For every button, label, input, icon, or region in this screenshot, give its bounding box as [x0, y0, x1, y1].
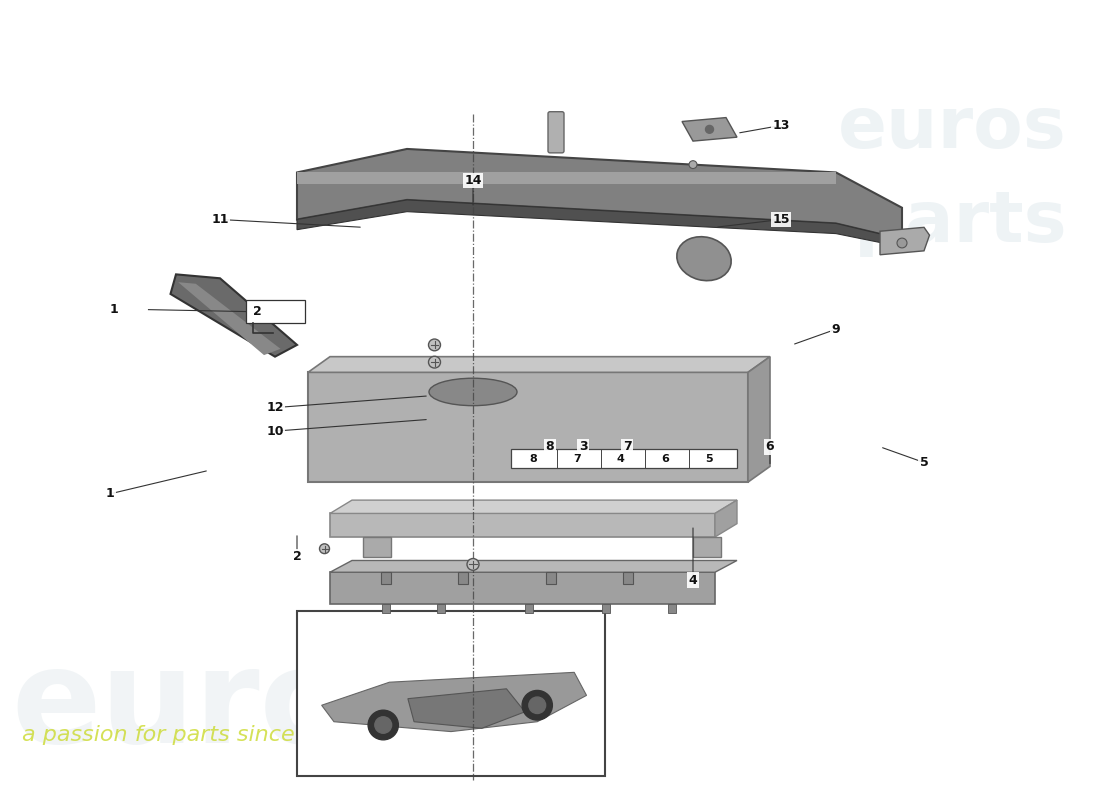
Polygon shape	[363, 537, 390, 557]
FancyBboxPatch shape	[548, 112, 564, 153]
Text: 11: 11	[211, 213, 229, 226]
Text: euro: euro	[11, 642, 350, 770]
Bar	[382, 603, 390, 614]
Text: 2: 2	[293, 550, 301, 563]
Bar	[668, 603, 676, 614]
Circle shape	[375, 717, 392, 734]
Bar	[297, 611, 605, 776]
Text: 5: 5	[920, 456, 928, 469]
Polygon shape	[308, 372, 748, 482]
Text: 8: 8	[546, 440, 554, 454]
Polygon shape	[308, 357, 770, 372]
Polygon shape	[330, 561, 737, 572]
Ellipse shape	[429, 378, 517, 406]
Polygon shape	[297, 200, 902, 247]
Text: 8: 8	[529, 454, 537, 463]
Polygon shape	[297, 173, 836, 184]
Circle shape	[705, 126, 714, 134]
Ellipse shape	[676, 237, 732, 281]
Polygon shape	[693, 537, 720, 557]
Text: a passion for parts since 1985: a passion for parts since 1985	[22, 725, 359, 745]
Polygon shape	[330, 514, 715, 537]
Circle shape	[522, 690, 552, 720]
Text: parts: parts	[854, 188, 1067, 257]
Circle shape	[368, 710, 398, 740]
Text: 14: 14	[464, 174, 482, 186]
Polygon shape	[715, 500, 737, 537]
Bar	[546, 572, 556, 584]
Polygon shape	[297, 149, 902, 239]
Text: 10: 10	[266, 425, 284, 438]
Bar	[510, 449, 737, 468]
Polygon shape	[880, 227, 929, 254]
Text: 2: 2	[253, 305, 262, 318]
Text: 6: 6	[661, 454, 669, 463]
Polygon shape	[748, 357, 770, 482]
FancyBboxPatch shape	[245, 300, 305, 323]
Polygon shape	[178, 282, 280, 355]
Circle shape	[429, 339, 440, 350]
Bar	[381, 572, 390, 584]
Polygon shape	[682, 118, 737, 141]
Text: 3: 3	[579, 440, 587, 454]
Polygon shape	[330, 500, 737, 514]
Text: euros: euros	[838, 94, 1067, 163]
Bar	[602, 603, 610, 614]
Text: 4: 4	[689, 574, 697, 586]
Text: 9: 9	[832, 322, 840, 336]
Polygon shape	[170, 274, 297, 357]
Text: 4: 4	[617, 454, 625, 463]
Circle shape	[689, 161, 697, 169]
Bar	[623, 572, 632, 584]
Bar	[458, 572, 468, 584]
Text: 12: 12	[266, 401, 284, 414]
Circle shape	[429, 356, 440, 368]
Text: 5: 5	[705, 454, 713, 463]
Text: 1: 1	[110, 303, 119, 316]
Text: 6: 6	[766, 440, 774, 454]
Bar	[525, 603, 533, 614]
Circle shape	[468, 558, 478, 570]
Text: 7: 7	[573, 454, 581, 463]
Polygon shape	[408, 689, 525, 728]
Circle shape	[529, 697, 546, 714]
Circle shape	[896, 238, 907, 248]
Text: 15: 15	[772, 213, 790, 226]
Text: 13: 13	[772, 119, 790, 132]
Polygon shape	[330, 572, 715, 603]
Text: 1: 1	[106, 487, 114, 500]
Bar	[437, 603, 446, 614]
Circle shape	[319, 544, 330, 554]
Text: 7: 7	[623, 440, 631, 454]
Polygon shape	[321, 672, 586, 731]
